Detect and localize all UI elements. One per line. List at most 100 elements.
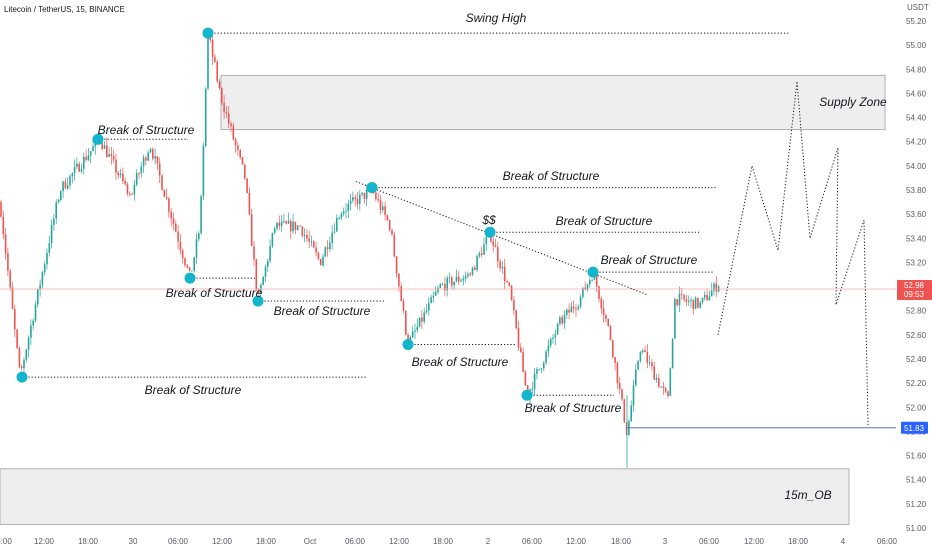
candle-body xyxy=(681,294,683,296)
candle-body xyxy=(287,220,290,224)
candle-body xyxy=(513,299,515,311)
candle-body xyxy=(377,199,379,201)
candle-body xyxy=(147,152,149,161)
candle-body xyxy=(556,323,559,335)
candle-body xyxy=(250,214,253,247)
candle-body xyxy=(453,281,455,286)
time-tick-label: 06:00 xyxy=(699,537,720,546)
price-tick-label: 51.00 xyxy=(906,524,927,533)
candle-body xyxy=(566,309,568,315)
candle-body xyxy=(253,246,255,260)
candle-body xyxy=(4,234,7,254)
candle-body xyxy=(175,223,177,232)
candle-body xyxy=(7,253,9,271)
candle-body xyxy=(623,399,626,423)
candle-body xyxy=(172,218,175,224)
candle-body xyxy=(561,317,563,324)
annotation-label: Break of Structure xyxy=(503,169,600,183)
candle-body xyxy=(398,273,400,287)
swing-marker xyxy=(366,182,378,194)
candle-body xyxy=(354,197,356,199)
candle-body xyxy=(531,389,534,391)
time-tick-label: 12:00 xyxy=(389,537,410,546)
price-tick-label: 55.20 xyxy=(906,17,927,26)
candle-body xyxy=(80,168,83,172)
candle-body xyxy=(191,270,193,272)
candle-body xyxy=(83,156,85,169)
candle-body xyxy=(11,287,14,309)
candle-body xyxy=(78,163,80,172)
candle-body xyxy=(395,256,398,274)
annotation-label: Break of Structure xyxy=(601,253,698,267)
overlays xyxy=(0,32,896,429)
candle-body xyxy=(280,221,283,227)
candle-body xyxy=(345,210,347,212)
candle-body xyxy=(536,369,538,374)
candle-body xyxy=(363,192,366,199)
candle-body xyxy=(478,253,481,256)
candle-body xyxy=(37,288,39,305)
candle-body xyxy=(25,349,28,360)
time-tick-label: 06:00 xyxy=(345,537,366,546)
candle-body xyxy=(460,280,462,282)
time-tick-label: 4 xyxy=(841,537,846,546)
candle-body xyxy=(692,299,695,309)
zone-box xyxy=(0,468,850,525)
price-tick-label: 54.60 xyxy=(906,89,927,98)
candle-body xyxy=(639,351,642,362)
candle-body xyxy=(161,175,163,190)
candle-body xyxy=(683,294,685,300)
candle-body xyxy=(198,233,200,240)
price-tick-label: 52.40 xyxy=(906,355,927,364)
time-tick-label: 12:00 xyxy=(566,537,587,546)
candle-body xyxy=(0,202,2,217)
candle-body xyxy=(103,145,106,149)
annotation-label: Break of Structure xyxy=(145,383,242,397)
candle-body xyxy=(444,283,446,291)
candle-body xyxy=(336,218,338,232)
candle-body xyxy=(225,112,228,114)
candle-body xyxy=(658,378,660,387)
candle-body xyxy=(538,368,540,370)
candle-body xyxy=(184,258,186,266)
candle-body xyxy=(414,330,416,332)
time-tick-label: 06:00 xyxy=(877,537,898,546)
candle-body xyxy=(313,241,315,248)
candle-body xyxy=(425,310,428,313)
candle-body xyxy=(108,154,110,157)
candle-body xyxy=(586,284,589,290)
candle-body xyxy=(423,312,425,322)
candle-body xyxy=(651,362,653,367)
candle-body xyxy=(135,173,138,185)
candle-body xyxy=(315,247,317,253)
candle-body xyxy=(506,281,508,283)
candle-body xyxy=(53,218,55,225)
candle-body xyxy=(382,206,384,211)
candle-body xyxy=(290,220,292,232)
zone-label: Supply Zone xyxy=(819,95,887,109)
candle-body xyxy=(411,331,414,338)
candle-body xyxy=(697,297,699,308)
time-axis[interactable]: 6:00 12:00 18:00 30 06:00 12:00 18:00 Oct 06:00 1… xyxy=(0,537,898,546)
candle-body xyxy=(646,352,649,363)
candle-body xyxy=(701,297,704,303)
price-axis[interactable]: 55.20 55.00 54.80 54.60 54.40 54.20 54.00 53.80… xyxy=(897,17,932,533)
candle-body xyxy=(276,222,278,229)
candle-body xyxy=(234,139,237,146)
candle-body xyxy=(186,265,189,268)
candle-body xyxy=(694,297,697,309)
candle-body xyxy=(71,173,74,176)
candle-body xyxy=(384,206,386,216)
candle-body xyxy=(540,368,543,370)
candle-body xyxy=(687,300,690,302)
candle-body xyxy=(294,221,297,230)
candle-body xyxy=(170,211,172,219)
candle-body xyxy=(303,234,306,236)
candle-body xyxy=(494,245,497,248)
candle-body xyxy=(92,146,94,152)
candle-body xyxy=(572,306,575,309)
zone-box xyxy=(220,74,886,131)
candle-body xyxy=(152,148,154,159)
candle-body xyxy=(333,231,336,233)
